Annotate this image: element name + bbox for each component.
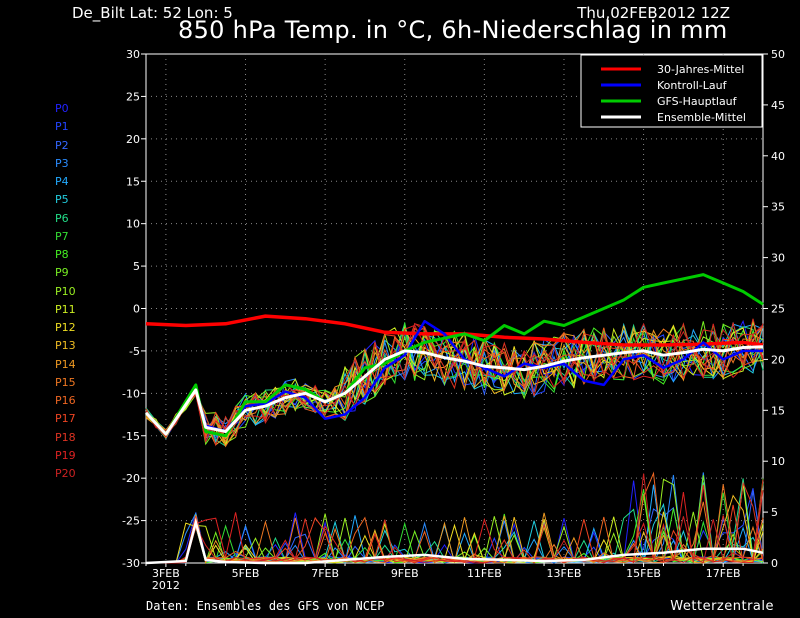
y-left-tick-label: 15 — [126, 175, 140, 188]
member-label-p14: P14 — [55, 357, 76, 371]
x-tick-label: 5FEB — [232, 567, 260, 580]
y-left-tick-label: 5 — [133, 260, 140, 273]
y-right-tick-label: 25 — [771, 303, 785, 316]
y-right-tick-label: 30 — [771, 252, 785, 265]
y-left-tick-label: -10 — [122, 387, 140, 400]
member-label-p2: P2 — [55, 138, 69, 152]
ensemble-member-temp-line — [145, 323, 764, 441]
series-kontroll-lauf-line — [145, 319, 763, 436]
x-tick-label: 3FEB — [152, 567, 180, 580]
x-tick-label: 7FEB — [311, 567, 339, 580]
series-ensemble-mittel-line — [144, 345, 764, 436]
y-right-tick-label: 0 — [771, 557, 778, 570]
data-source-label: Daten: Ensembles des GFS von NCEP — [146, 599, 385, 613]
y-right-tick-label: 35 — [771, 201, 785, 214]
y-left-tick-label: 25 — [126, 90, 140, 103]
member-label-p6: P6 — [55, 211, 69, 225]
y-right-tick-label: 20 — [771, 353, 785, 366]
member-label-p19: P19 — [55, 448, 76, 462]
legend-label: 30-Jahres-Mittel — [657, 63, 744, 76]
member-label-p11: P11 — [55, 302, 76, 316]
precip-mean-line — [145, 517, 764, 565]
x-tick-sublabel: 2012 — [152, 579, 180, 592]
y-right-tick-label: 5 — [771, 506, 778, 519]
member-label-p7: P7 — [55, 229, 69, 243]
y-left-tick-label: 20 — [126, 133, 140, 146]
member-label-p3: P3 — [55, 156, 69, 170]
legend-box — [580, 54, 763, 128]
y-right-tick-label: 40 — [771, 150, 785, 163]
y-right-tick-label: 50 — [771, 48, 785, 61]
x-tick-label: 17FEB — [706, 567, 741, 580]
member-label-p9: P9 — [55, 266, 69, 280]
y-left-tick-label: 30 — [126, 48, 140, 61]
x-tick-label: 13FEB — [547, 567, 582, 580]
ensemble-member-temp-line — [145, 323, 764, 444]
legend-label: GFS-Hauptlauf — [657, 95, 738, 108]
y-left-tick-label: -30 — [122, 557, 140, 570]
legend-label: Ensemble-Mittel — [657, 111, 746, 124]
y-left-tick-label: -20 — [122, 472, 140, 485]
y-left-tick-label: -5 — [129, 345, 140, 358]
y-left-tick-label: 0 — [133, 303, 140, 316]
brand-label: Wetterzentrale — [670, 599, 774, 614]
ensemble-member-temp-line — [145, 326, 764, 448]
series-gfs-hauptlauf-line — [144, 273, 764, 438]
y-right-tick-label: 10 — [771, 455, 785, 468]
y-left-tick-label: 10 — [126, 218, 140, 231]
member-label-p16: P16 — [55, 394, 76, 407]
x-tick-label: 11FEB — [467, 567, 502, 580]
member-label-p12: P12 — [55, 321, 76, 334]
run-datetime: Thu,02FEB2012 12Z — [577, 4, 730, 22]
y-left-tick-label: -25 — [122, 515, 140, 528]
plot-frame — [145, 53, 764, 564]
member-list: P0 P1 P2 P3 P4 P5 P6 P7 P8 P9 P10 P11 P12 P13 P14 P15 P1… — [55, 100, 76, 483]
member-label-p0: P0 — [55, 102, 69, 115]
ensemble-member-temp-line — [145, 323, 764, 445]
member-label-p8: P8 — [55, 248, 69, 261]
chart-title: 850 hPa Temp. in °C, 6h-Niederschlag in … — [178, 16, 728, 44]
member-label-p10: P10 — [55, 284, 76, 298]
y-right-tick-label: 15 — [771, 404, 785, 417]
member-label-p17: P17 — [55, 412, 76, 426]
member-label-p1: P1 — [55, 120, 69, 134]
member-label-p13: P13 — [55, 339, 76, 353]
x-tick-label: 9FEB — [391, 567, 419, 580]
station-label: De_Bilt Lat: 52 Lon: 5 — [72, 4, 233, 22]
y-left-tick-label: -15 — [122, 430, 140, 443]
x-tick-label: 15FEB — [626, 567, 661, 580]
member-label-p4: P4 — [55, 175, 69, 188]
legend-label: Kontroll-Lauf — [657, 79, 728, 92]
member-label-p15: P15 — [55, 375, 76, 389]
member-label-p18: P18 — [55, 430, 76, 444]
member-label-p20: P20 — [55, 467, 76, 480]
y-right-tick-label: 45 — [771, 99, 785, 112]
member-label-p5: P5 — [55, 193, 69, 207]
